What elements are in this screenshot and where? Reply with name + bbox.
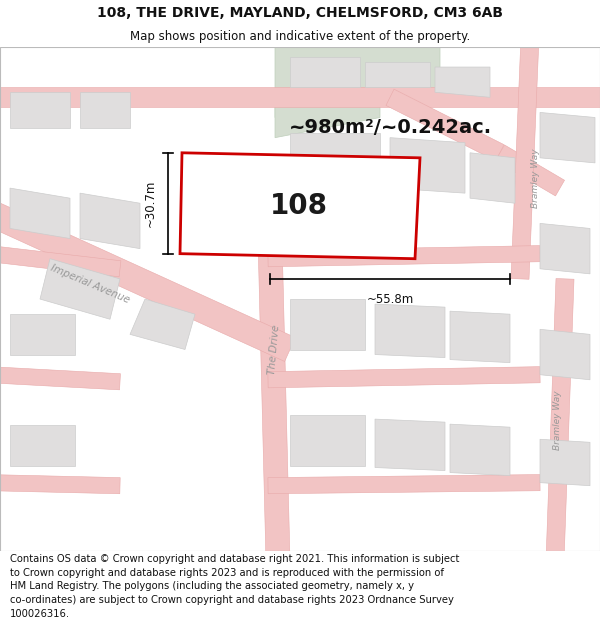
Polygon shape — [268, 367, 540, 388]
Text: ~55.8m: ~55.8m — [367, 292, 413, 306]
Text: 108, THE DRIVE, MAYLAND, CHELMSFORD, CM3 6AB: 108, THE DRIVE, MAYLAND, CHELMSFORD, CM3… — [97, 6, 503, 20]
Polygon shape — [275, 47, 440, 118]
Text: ~30.7m: ~30.7m — [143, 179, 157, 227]
Polygon shape — [450, 311, 510, 362]
Polygon shape — [450, 424, 510, 476]
Polygon shape — [0, 196, 295, 361]
Polygon shape — [268, 474, 540, 494]
Polygon shape — [375, 304, 445, 358]
Text: Contains OS data © Crown copyright and database right 2021. This information is : Contains OS data © Crown copyright and d… — [10, 554, 460, 619]
Polygon shape — [256, 158, 290, 562]
Polygon shape — [390, 138, 465, 193]
Polygon shape — [0, 246, 121, 277]
Polygon shape — [80, 92, 130, 128]
Polygon shape — [435, 67, 490, 98]
Polygon shape — [275, 92, 380, 138]
Polygon shape — [10, 425, 75, 466]
Polygon shape — [180, 152, 420, 259]
Text: The Drive: The Drive — [267, 324, 281, 375]
Polygon shape — [0, 367, 121, 390]
Text: 108: 108 — [270, 192, 328, 220]
Polygon shape — [365, 62, 430, 88]
Polygon shape — [511, 36, 539, 279]
Polygon shape — [540, 223, 590, 274]
Polygon shape — [230, 175, 395, 196]
Polygon shape — [470, 152, 515, 203]
Polygon shape — [540, 439, 590, 486]
Text: Bramley Way: Bramley Way — [554, 390, 563, 450]
Polygon shape — [540, 329, 590, 380]
Polygon shape — [0, 88, 600, 108]
Polygon shape — [10, 92, 70, 128]
Polygon shape — [546, 279, 574, 562]
Text: Bramley Way: Bramley Way — [532, 148, 541, 208]
Text: Imperial Avenue: Imperial Avenue — [49, 262, 131, 305]
Polygon shape — [130, 299, 195, 349]
Polygon shape — [290, 415, 365, 466]
Polygon shape — [80, 193, 140, 249]
Polygon shape — [290, 299, 365, 349]
Polygon shape — [375, 419, 445, 471]
Polygon shape — [290, 57, 360, 88]
Polygon shape — [540, 112, 595, 163]
Polygon shape — [40, 259, 120, 319]
Polygon shape — [290, 132, 380, 183]
Polygon shape — [0, 474, 120, 494]
Polygon shape — [268, 246, 540, 267]
Polygon shape — [10, 188, 70, 239]
Text: ~980m²/~0.242ac.: ~980m²/~0.242ac. — [289, 118, 491, 137]
Polygon shape — [10, 314, 75, 354]
Polygon shape — [496, 145, 565, 196]
Text: Map shows position and indicative extent of the property.: Map shows position and indicative extent… — [130, 30, 470, 43]
Polygon shape — [386, 89, 504, 161]
